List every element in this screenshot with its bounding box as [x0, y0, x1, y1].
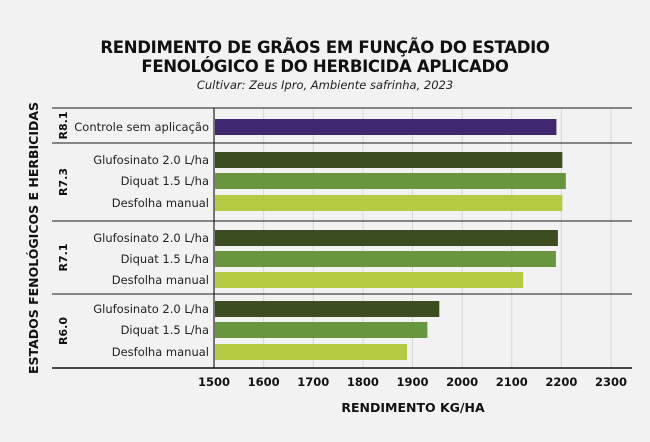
x-tick-label: 2300: [595, 375, 627, 389]
group-label: R8.1: [57, 112, 70, 140]
bar: [215, 251, 556, 267]
x-tick-label: 1900: [396, 375, 428, 389]
bar: [215, 230, 558, 246]
bar-category-label: Glufosinato 2.0 L/ha: [93, 153, 209, 167]
x-tick-label: 2200: [545, 375, 577, 389]
bar: [215, 272, 524, 288]
bar-category-label: Glufosinato 2.0 L/ha: [93, 231, 209, 245]
group-label: R6.0: [57, 317, 70, 345]
bar: [215, 344, 408, 360]
bar-category-label: Desfolha manual: [112, 273, 209, 287]
bar: [215, 322, 428, 338]
chart-title-line-2: FENOLÓGICO E DO HERBICIDA APLICADO: [141, 57, 509, 76]
chart-title-line-1: RENDIMENTO DE GRÃOS EM FUNÇÃO DO ESTADIO: [100, 38, 550, 57]
bar: [215, 195, 563, 211]
bar: [215, 152, 563, 168]
x-tick-label: 1800: [347, 375, 379, 389]
bar-category-label: Diquat 1.5 L/ha: [121, 323, 209, 337]
chart-subtitle: Cultivar: Zeus Ipro, Ambiente safrinha, …: [196, 78, 454, 92]
bar: [215, 173, 566, 189]
bar-category-label: Desfolha manual: [112, 345, 209, 359]
x-tick-label: 1700: [297, 375, 329, 389]
x-tick-label: 1500: [198, 375, 230, 389]
bar-category-label: Diquat 1.5 L/ha: [121, 174, 209, 188]
bar: [215, 119, 557, 135]
bar-category-label: Controle sem aplicação: [74, 120, 209, 134]
bar: [215, 301, 440, 317]
bar-category-label: Diquat 1.5 L/ha: [121, 252, 209, 266]
x-tick-label: 1600: [248, 375, 280, 389]
y-axis-title: ESTADOS FENOLÓGICOS E HERBICIDAS: [26, 102, 41, 374]
group-label: R7.3: [57, 168, 70, 196]
x-tick-label: 2100: [496, 375, 528, 389]
bar-category-label: Glufosinato 2.0 L/ha: [93, 302, 209, 316]
x-axis-title: RENDIMENTO KG/HA: [341, 400, 485, 415]
group-label: R7.1: [57, 244, 70, 272]
x-tick-label: 2000: [446, 375, 478, 389]
bar-category-label: Desfolha manual: [112, 196, 209, 210]
